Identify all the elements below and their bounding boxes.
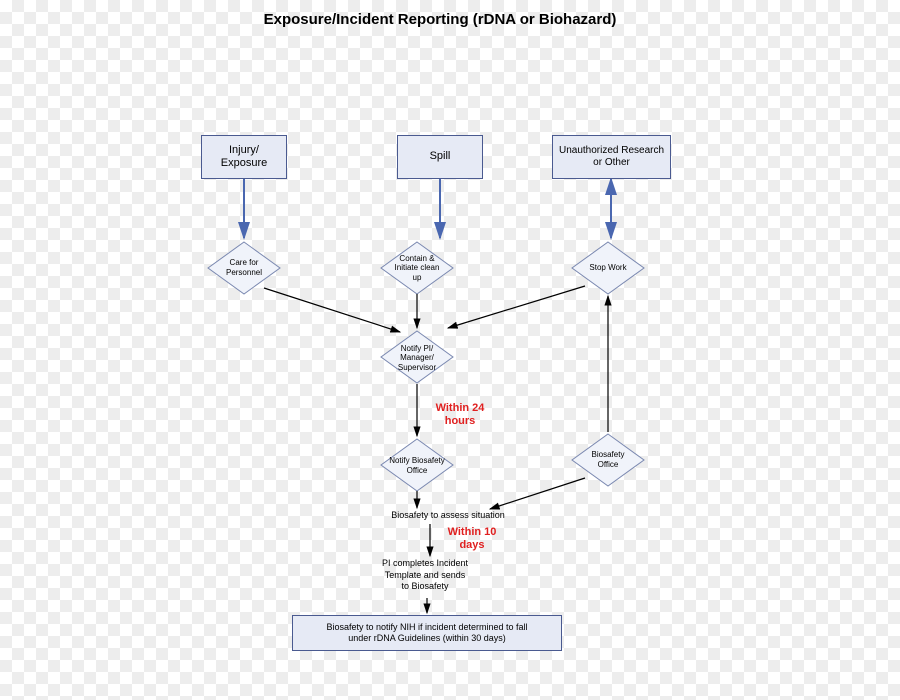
node-injury-label: Injury/Exposure [221, 144, 267, 170]
node-final: Biosafety to notify NIH if incident dete… [292, 615, 562, 651]
label-within10-text: Within 10days [448, 526, 497, 551]
node-stopwork: Stop Work [572, 256, 644, 280]
node-assess: Biosafety to assess situation [358, 510, 538, 520]
arrow-care-to-notify [264, 288, 400, 332]
node-pi-complete: PI completes IncidentTemplate and sendst… [355, 558, 495, 593]
node-final-label: Biosafety to notify NIH if incident dete… [326, 622, 527, 644]
arrow-biooffice-to-assess [490, 478, 585, 509]
node-spill-label: Spill [430, 150, 451, 163]
node-bio-office-label: BiosafetyOffice [592, 450, 625, 469]
node-assess-label: Biosafety to assess situation [391, 510, 505, 520]
node-notify-bio-label: Notify BiosafetyOffice [389, 456, 445, 475]
node-spill: Spill [397, 135, 483, 179]
node-contain-label: Contain &Initiate cleanup [395, 254, 440, 283]
node-care: Care forPersonnel [208, 250, 280, 286]
node-bio-office: BiosafetyOffice [572, 446, 644, 474]
node-unauth-label: Unauthorized Researchor Other [559, 145, 664, 169]
title-text: Exposure/Incident Reporting (rDNA or Bio… [264, 11, 617, 29]
node-unauth: Unauthorized Researchor Other [552, 135, 671, 179]
label-within24-text: Within 24hours [436, 402, 485, 427]
node-pi-complete-label: PI completes IncidentTemplate and sendst… [382, 558, 468, 591]
node-injury: Injury/Exposure [201, 135, 287, 179]
node-notify-pi-label: Notify PI/Manager/Supervisor [398, 344, 436, 373]
node-notify-bio: Notify BiosafetyOffice [377, 452, 457, 480]
node-stopwork-label: Stop Work [589, 263, 626, 273]
label-within10: Within 10days [432, 526, 512, 552]
arrow-stop-to-notify [448, 286, 585, 328]
node-care-label: Care forPersonnel [226, 258, 262, 277]
page-title: Exposure/Incident Reporting (rDNA or Bio… [130, 10, 750, 30]
label-within24: Within 24hours [420, 402, 500, 428]
node-notify-pi: Notify PI/Manager/Supervisor [381, 338, 453, 378]
node-contain: Contain &Initiate cleanup [381, 248, 453, 288]
